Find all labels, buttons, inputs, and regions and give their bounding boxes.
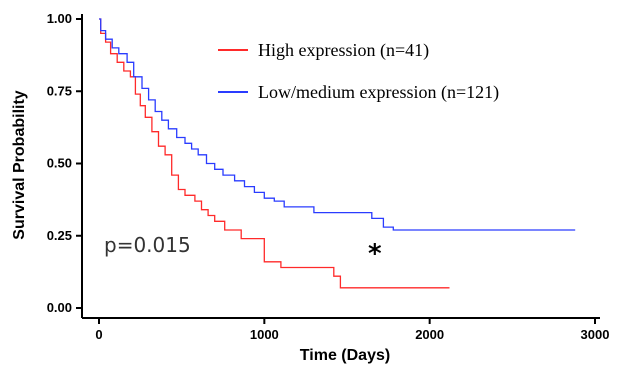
y-tick-label: 1.00: [47, 11, 72, 26]
x-tick-label: 3000: [581, 327, 610, 342]
axes: 0.00 0.25 0.50 0.75 1.00 0 1000 2000 3000: [47, 11, 610, 342]
series-layer: [99, 18, 576, 289]
legend-label-low: Low/medium expression (n=121): [258, 82, 499, 103]
legend-label-high: High expression (n=41): [258, 40, 429, 61]
x-tick-label: 1000: [250, 327, 279, 342]
x-tick-label: 2000: [415, 327, 444, 342]
y-tick-label: 0.75: [47, 83, 72, 98]
y-tick-label: 0.50: [47, 156, 72, 171]
series-line-low: [99, 18, 576, 231]
x-axis-title: Time (Days): [300, 347, 390, 364]
x-tick-label: 0: [95, 327, 102, 342]
p-value-annotation: p=0.015: [104, 233, 191, 257]
legend: High expression (n=41) Low/medium expres…: [218, 40, 499, 103]
y-axis-title: Survival Probability: [11, 90, 28, 239]
y-tick-label: 0.00: [47, 300, 72, 315]
significance-star: *: [368, 239, 382, 269]
y-tick-label: 0.25: [47, 228, 72, 243]
series-line-high: [99, 18, 450, 289]
